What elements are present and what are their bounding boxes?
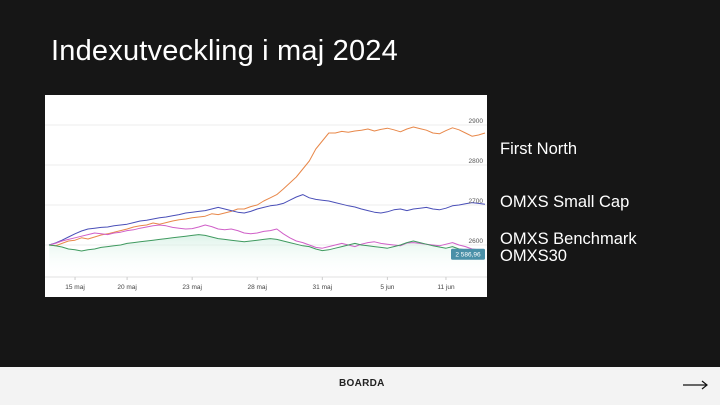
slide-title: Indexutveckling i maj 2024 xyxy=(51,35,398,67)
series-line-first-north xyxy=(48,126,486,247)
y-tick-label: 2600 xyxy=(469,238,484,245)
legend-omxs30: OMXS30 xyxy=(500,247,567,265)
x-tick-label: 23 maj xyxy=(182,284,202,291)
last-value-label: 2 586,96 xyxy=(455,252,481,259)
index-line-chart: 2600 2700 2800 2900 15 maj 20 maj 23 maj 28 maj… xyxy=(45,118,487,291)
legend-first-north: First North xyxy=(500,140,578,158)
y-tick-label: 2900 xyxy=(469,118,484,125)
x-tick-label: 31 maj xyxy=(313,284,333,291)
brand-logo: BOARDA xyxy=(339,378,385,389)
series-line-omxs-small-cap xyxy=(48,194,486,246)
y-tick-label: 2800 xyxy=(469,158,484,165)
x-tick-label: 20 maj xyxy=(117,284,137,291)
series-line-omxs30 xyxy=(48,234,486,252)
omxs30-area xyxy=(49,234,485,277)
x-tick-label: 15 maj xyxy=(65,284,85,291)
x-tick-label: 5 jun xyxy=(380,284,394,291)
series-line-omxs-benchmark xyxy=(48,224,486,252)
arrow-right-icon[interactable] xyxy=(682,376,710,394)
x-tick-label: 28 maj xyxy=(247,284,267,291)
x-tick-label: 11 jun xyxy=(437,284,455,291)
footer-bar: BOARDA xyxy=(0,367,720,405)
legend-omxs-small-cap: OMXS Small Cap xyxy=(500,193,630,211)
last-value-badge xyxy=(451,248,485,260)
legend-omxs-benchmark: OMXS Benchmark xyxy=(500,230,637,248)
y-tick-label: 2700 xyxy=(469,198,484,205)
chart-panel: 2600 2700 2800 2900 15 maj 20 maj 23 maj 28 maj… xyxy=(45,95,487,297)
